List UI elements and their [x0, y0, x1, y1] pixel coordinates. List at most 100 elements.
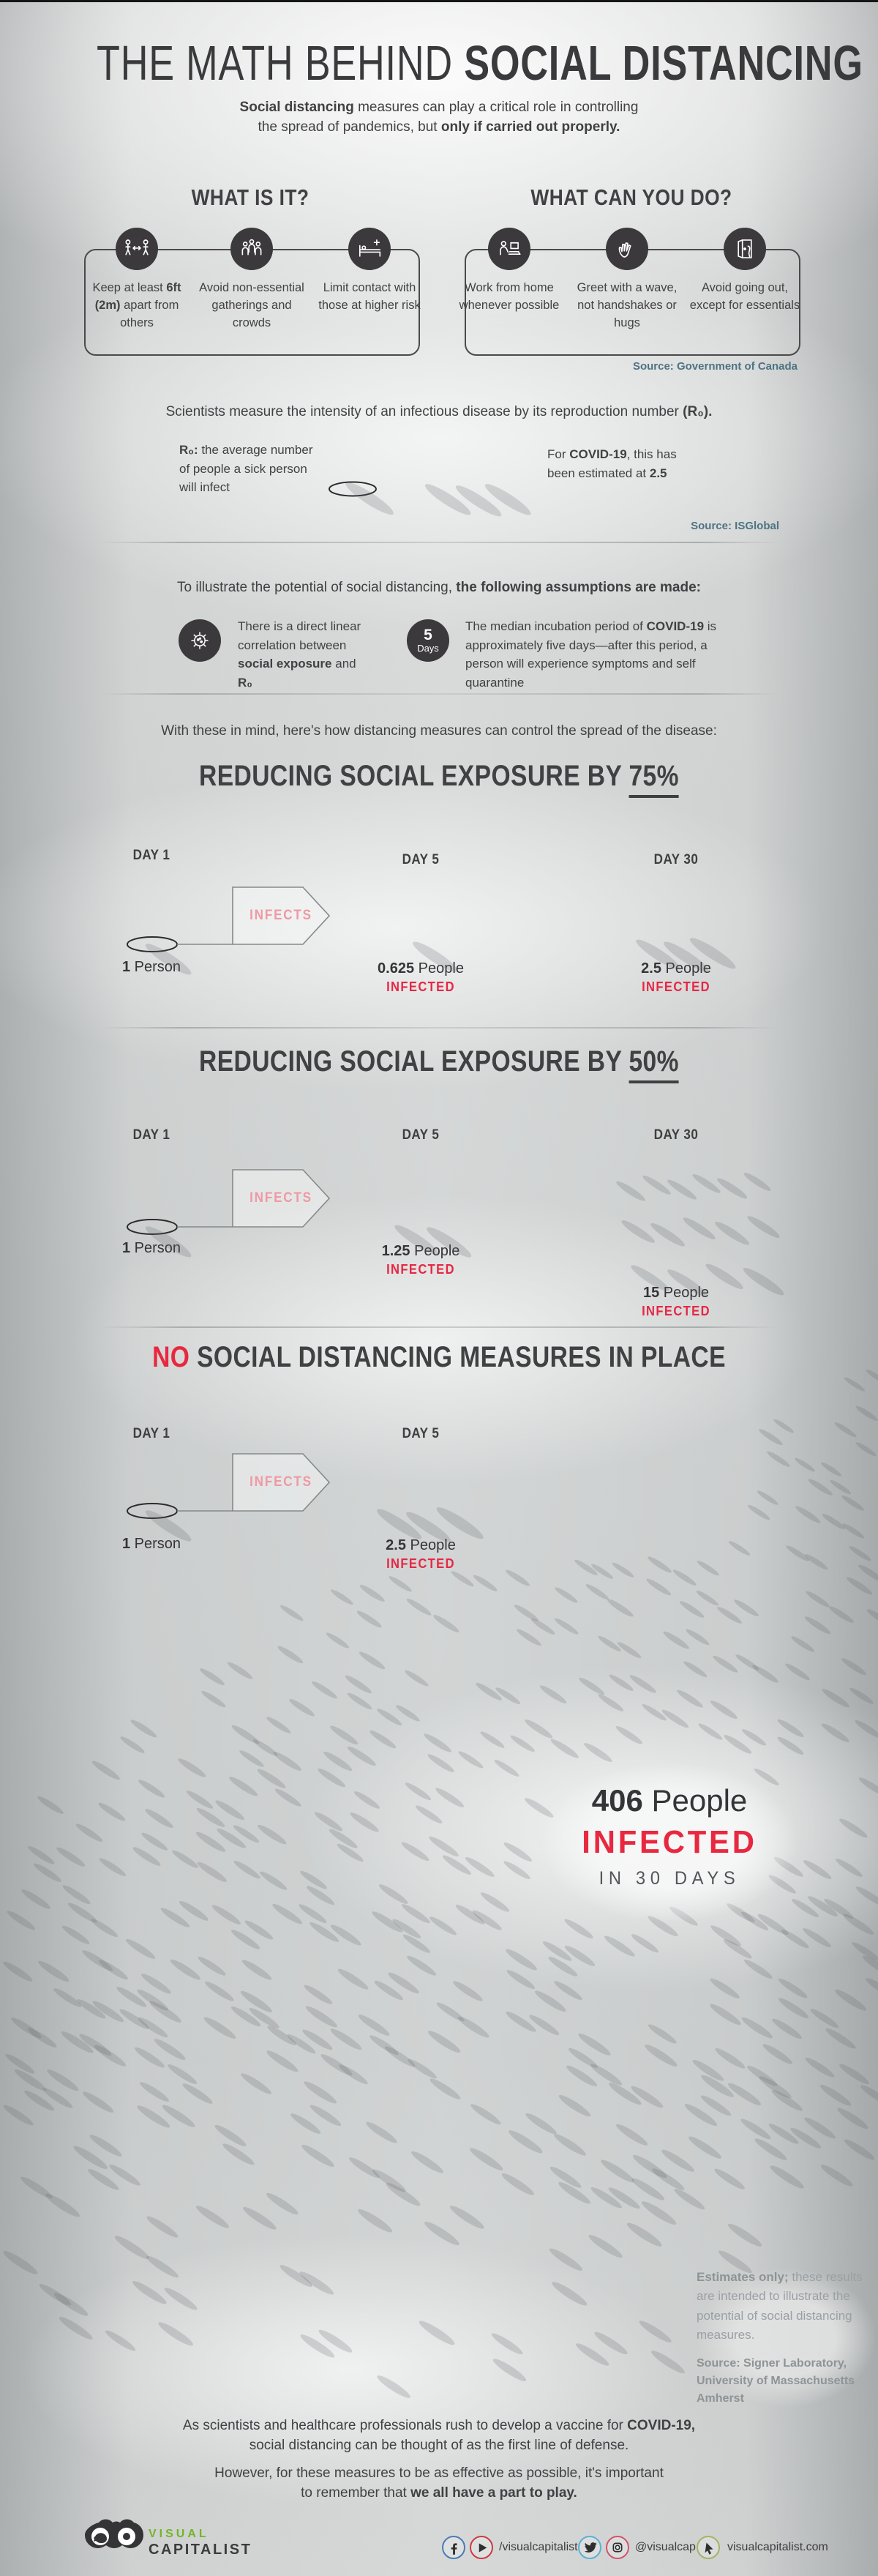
t: To illustrate the potential of social di…: [177, 580, 457, 595]
sickbed-icon: [348, 228, 391, 270]
what-can-you-do-item-1: Work from home whenever possible: [451, 280, 568, 315]
what-can-you-do-item-2: Greet with a wave, not handshakes or hug…: [569, 280, 686, 332]
r0-lead-pre: Scientists measure the intensity of an i…: [165, 404, 683, 419]
day-label: DAY 5: [402, 1426, 440, 1441]
r0-def-bold: R₀:: [179, 443, 198, 457]
r0-covid-estimate: For COVID-19, this has been estimated at…: [547, 445, 690, 482]
t: There is a direct linear correlation bet…: [238, 619, 361, 652]
what-can-you-do-item-3: Avoid going out, except for essentials: [686, 280, 803, 315]
t: to remember that: [301, 2485, 411, 2501]
t: People: [661, 960, 711, 977]
cursor-icon[interactable]: [697, 2536, 720, 2559]
distance-icon: [116, 228, 158, 270]
page-title-light: THE MATH BEHIND: [97, 36, 465, 91]
intro-line-1-rest: measures can play a critical role in con…: [353, 100, 639, 115]
intro-line-2: the spread of pandemics, but only if car…: [0, 119, 878, 135]
t-underlined: 75%: [629, 760, 679, 798]
intro-line-2-pre: the spread of pandemics, but: [258, 119, 441, 135]
callout-number: 406: [591, 1783, 643, 1818]
page-title-bold: SOCIAL DISTANCING: [464, 36, 863, 91]
infected-label: INFECTED: [386, 1556, 455, 1571]
day-caption: 0.625 People: [340, 960, 501, 977]
item-text: Limit contact with those at higher risk: [318, 281, 421, 312]
facebook-icon[interactable]: [442, 2536, 465, 2559]
t-bold: R₀: [238, 675, 252, 690]
badge-number: 5: [424, 626, 432, 643]
social-handle-2[interactable]: @visualcap: [635, 2541, 696, 2553]
stay-in-icon: [724, 228, 766, 270]
t: Person: [130, 959, 181, 975]
brand-visual: VISUAL: [149, 2528, 209, 2540]
social-handle-1[interactable]: /visualcapitalist: [499, 2541, 578, 2553]
t-num: 1.25: [381, 1243, 410, 1259]
t: People: [410, 1243, 460, 1259]
infects-label: INFECTS: [249, 908, 312, 923]
youtube-play-icon[interactable]: [470, 2536, 493, 2559]
source-line: University of Massachusetts Amherst: [697, 2375, 855, 2405]
t: Person: [130, 1536, 181, 1552]
heading-no-distancing: NO SOCIAL DISTANCING MEASURES IN PLACE: [70, 1341, 808, 1374]
callout-people-line: 406 People: [563, 1783, 776, 1818]
estimates-text: Estimates only; these results are intend…: [697, 2268, 876, 2345]
infected-label: INFECTED: [642, 1304, 710, 1318]
assumption-2-text: The median incubation period of COVID-19…: [465, 617, 721, 692]
day-caption: 1 Person: [71, 1536, 232, 1553]
wave-icon: [606, 228, 648, 270]
callout-infected: INFECTED: [582, 1824, 757, 1860]
item-text: Greet with a wave, not handshakes or hug…: [577, 281, 678, 329]
t-bold: we all have a part to play.: [410, 2485, 577, 2501]
heading-reduce-50: REDUCING SOCIAL EXPOSURE BY 50%: [70, 1045, 808, 1083]
outro-line-3: However, for these measures to be as eff…: [214, 2465, 664, 2481]
t-num: 1: [121, 959, 131, 975]
twitter-icon[interactable]: [578, 2536, 601, 2559]
item-text: Avoid going out, except for essentials: [689, 281, 800, 312]
t-num: 2.5: [386, 1537, 406, 1553]
five-days-badge: 5 Days: [407, 619, 449, 662]
day-caption: 2.5 People: [340, 1537, 501, 1554]
t-bold: Estimates only;: [697, 2270, 789, 2284]
virus-icon: [179, 619, 221, 662]
assumptions-lead: To illustrate the potential of social di…: [0, 580, 878, 596]
bridge-text: With these in mind, here's how distancin…: [161, 723, 717, 739]
item-text: Keep at least: [92, 281, 167, 294]
outro-line-1: As scientists and healthcare professiona…: [0, 2418, 878, 2434]
callout-people: People: [642, 1783, 748, 1818]
r0-lead-bold: (R₀).: [683, 404, 713, 419]
t-underlined: 50%: [629, 1045, 679, 1083]
top-edge: [0, 0, 878, 2]
infected-label: INFECTED: [386, 979, 455, 994]
estimates-note: Estimates only; these results are intend…: [697, 2268, 876, 2408]
t: SOCIAL DISTANCING MEASURES IN PLACE: [197, 1341, 726, 1373]
instagram-icon[interactable]: [606, 2536, 629, 2559]
page-title: THE MATH BEHIND SOCIAL DISTANCING: [97, 35, 863, 92]
what-is-it-item-3: Limit contact with those at higher risk: [311, 280, 428, 315]
t: People: [405, 1537, 456, 1553]
what-is-it-item-1: Keep at least 6ft (2m) apart from others: [78, 280, 195, 332]
day-caption: 1.25 People: [340, 1243, 501, 1260]
item-text: Work from home whenever possible: [459, 281, 560, 312]
estimates-source: Source: Signer Laboratory, University of…: [697, 2355, 876, 2408]
t: Person: [130, 1240, 181, 1256]
t: The median incubation period of: [465, 619, 647, 633]
intro-line-2-bold: only if carried out properly.: [440, 119, 620, 135]
outro-line-2: social distancing can be thought of as t…: [249, 2438, 629, 2453]
r0-definition: R₀: the average number of people a sick …: [179, 441, 315, 497]
t: , this has been estimated at: [547, 447, 677, 480]
day-label: DAY 5: [402, 1127, 440, 1143]
intro-line-1-bold: Social distancing: [239, 100, 354, 115]
t: REDUCING SOCIAL EXPOSURE BY: [199, 760, 629, 792]
what-is-it-item-2: Avoid non-essential gatherings and crowd…: [193, 280, 310, 332]
infects-label: INFECTS: [249, 1474, 312, 1490]
t: People: [414, 960, 464, 977]
social-url[interactable]: visualcapitalist.com: [727, 2541, 828, 2553]
day-label: DAY 30: [653, 852, 699, 867]
day-label: DAY 30: [653, 1127, 699, 1143]
item-text-bold: 6ft (2m): [94, 281, 181, 312]
t: is approximately five days—after this pe…: [465, 619, 717, 690]
item-text: apart from others: [120, 298, 179, 329]
badge-unit: Days: [417, 642, 439, 654]
t-num: 1: [121, 1240, 131, 1256]
crowd-icon: [230, 228, 273, 270]
what-can-you-do-heading: WHAT CAN YOU DO?: [530, 184, 732, 210]
day-label: DAY 1: [132, 1426, 170, 1441]
